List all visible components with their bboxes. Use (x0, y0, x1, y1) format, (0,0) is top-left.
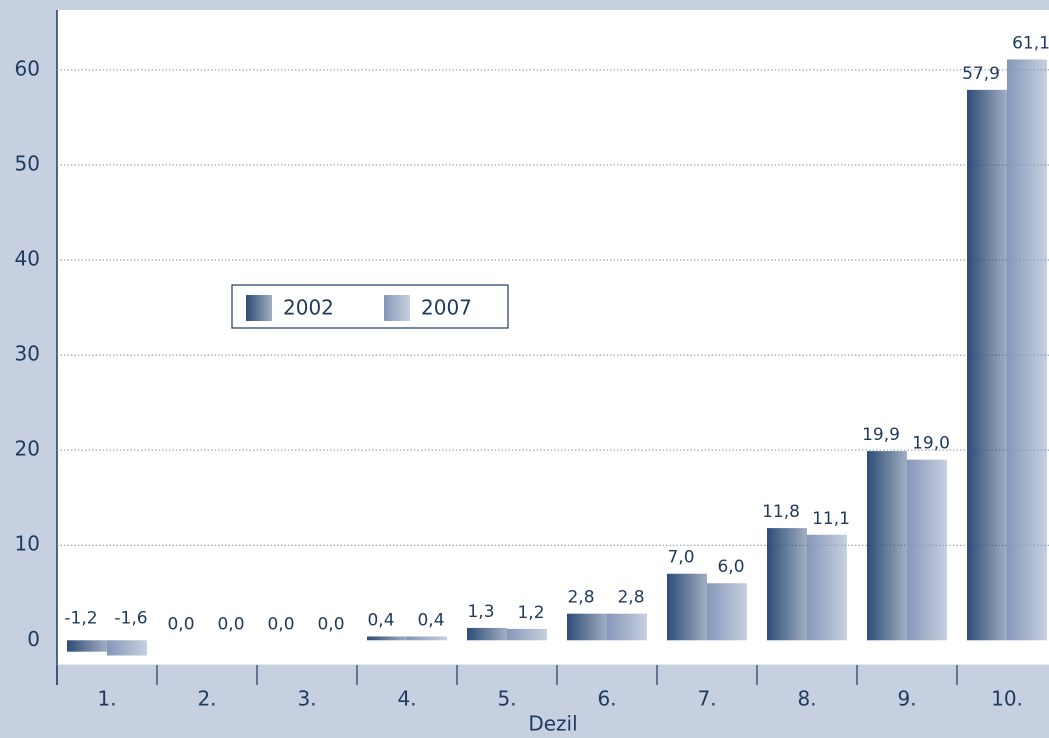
legend-swatch (246, 295, 272, 321)
x-tick-label: 9. (897, 687, 916, 711)
value-label: 61,1 (1012, 33, 1049, 53)
x-tick-label: 6. (597, 687, 616, 711)
value-label: 7,0 (667, 548, 694, 568)
value-label: -1,6 (114, 608, 147, 628)
x-tick-label: 5. (497, 687, 516, 711)
value-label: 1,2 (517, 603, 544, 623)
y-tick-label: 10 (15, 532, 40, 556)
value-label: 57,9 (962, 64, 1000, 84)
bar (567, 613, 607, 641)
bar (607, 613, 647, 641)
value-label: 0,4 (367, 610, 394, 630)
y-tick-label: 0 (27, 627, 40, 651)
x-tick-label: 10. (991, 687, 1023, 711)
value-label: 11,1 (812, 509, 850, 529)
value-label: 1,3 (467, 602, 494, 622)
x-tick-label: 7. (697, 687, 716, 711)
value-label: 2,8 (617, 588, 644, 608)
y-tick-label: 60 (15, 56, 40, 80)
bar (767, 528, 807, 641)
y-tick-label: 50 (15, 151, 40, 175)
legend (231, 284, 509, 329)
bar (967, 89, 1007, 641)
value-label: 6,0 (717, 557, 744, 577)
bar (67, 640, 107, 652)
legend-label: 2007 (421, 296, 472, 320)
bar (907, 459, 947, 641)
value-label: -1,2 (64, 608, 97, 628)
x-tick-label: 8. (797, 687, 816, 711)
y-tick-label: 30 (15, 342, 40, 366)
bar (867, 451, 907, 641)
value-label: 2,8 (567, 588, 594, 608)
value-label: 0,0 (267, 614, 294, 634)
bar (807, 534, 847, 641)
legend-label: 2002 (283, 296, 334, 320)
bar (467, 627, 507, 641)
x-tick-label: 1. (97, 687, 116, 711)
bar (507, 628, 547, 641)
x-tick-label: 4. (397, 687, 416, 711)
bar (367, 636, 407, 641)
value-label: 0,4 (417, 610, 444, 630)
legend-swatch (384, 295, 410, 321)
bar (667, 573, 707, 641)
value-label: 0,0 (217, 614, 244, 634)
bar (407, 636, 447, 641)
value-label: 19,9 (862, 425, 900, 445)
value-label: 19,0 (912, 434, 950, 454)
bar (107, 640, 147, 656)
bar (707, 583, 747, 641)
value-label: 0,0 (167, 614, 194, 634)
y-tick-label: 40 (15, 247, 40, 271)
value-label: 0,0 (317, 614, 344, 634)
x-tick-label: 2. (197, 687, 216, 711)
bar (1007, 59, 1047, 641)
y-tick-label: 20 (15, 437, 40, 461)
value-label: 11,8 (762, 502, 800, 522)
x-axis-label: Dezil (528, 712, 577, 736)
x-tick-label: 3. (297, 687, 316, 711)
